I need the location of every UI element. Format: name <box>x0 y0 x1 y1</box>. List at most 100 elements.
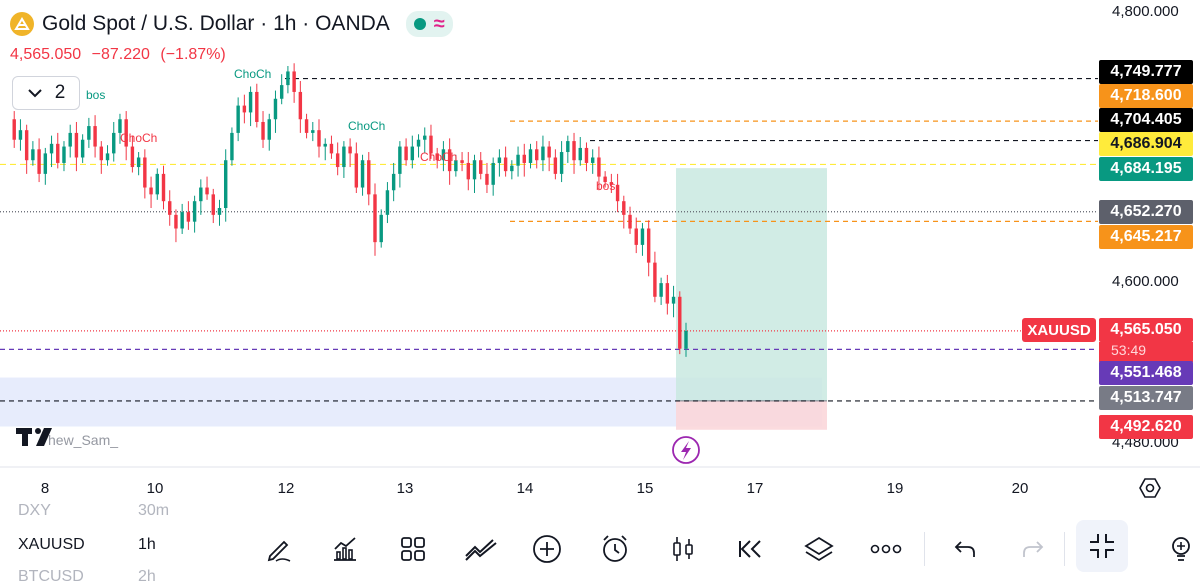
compare-icon <box>465 539 497 561</box>
price-change-pct: (−1.87%) <box>160 46 226 63</box>
alert-clock-icon <box>603 535 627 562</box>
candle-body <box>68 132 72 147</box>
candle-body <box>653 262 657 297</box>
candle-body <box>578 147 582 161</box>
layouts-button[interactable] <box>390 526 436 572</box>
candle-body <box>684 330 688 349</box>
market-status-pill[interactable]: ≈ <box>405 11 453 37</box>
redo-button[interactable] <box>1010 526 1056 572</box>
bar-countdown: 53:49 <box>1099 342 1193 362</box>
candle-body <box>342 146 346 168</box>
watchlist-item-active[interactable]: XAUUSD 1h <box>18 536 156 554</box>
data-delay-icon: ≈ <box>433 13 445 35</box>
candle-body <box>155 173 159 195</box>
price-tag[interactable]: 4,492.620 <box>1099 415 1193 439</box>
candle-body <box>74 132 79 158</box>
candle-body <box>12 119 16 140</box>
candle-body <box>298 91 303 120</box>
candle-body <box>516 154 520 166</box>
fullscreen-exit-icon <box>1090 534 1114 558</box>
price-tag[interactable]: 4,645.217 <box>1099 225 1193 249</box>
chart-settings-icon[interactable] <box>1138 476 1162 500</box>
price-tag[interactable]: 4,704.405 <box>1099 108 1193 132</box>
candle-body <box>149 187 153 195</box>
chevron-down-icon <box>27 89 42 98</box>
add-button[interactable] <box>524 526 570 572</box>
candle-body <box>93 126 97 147</box>
candle-body <box>43 153 48 174</box>
undo-button[interactable] <box>942 526 988 572</box>
candle-body <box>622 201 626 215</box>
watchlist-item[interactable]: BTCUSD 2h <box>18 568 156 584</box>
position-stop-zone <box>676 400 827 430</box>
candle-body <box>590 157 595 163</box>
price-tag[interactable]: 4,513.747 <box>1099 386 1193 410</box>
candle-body <box>18 130 23 140</box>
exit-fullscreen-button[interactable] <box>1076 520 1128 572</box>
candle-body <box>447 149 452 172</box>
last-price-tag[interactable]: 4,565.050 <box>1099 318 1193 342</box>
candle-body <box>416 139 421 147</box>
lightning-shape <box>681 441 691 460</box>
time-axis-label: 19 <box>886 480 904 497</box>
chart-area[interactable]: bos ChoCh ChoCh ChoCh ChoCh bos Gold Spot / U… <box>0 0 1200 508</box>
candle-body <box>572 141 576 161</box>
candle-body <box>441 149 446 161</box>
candle-body <box>236 105 240 133</box>
candle-body <box>62 146 66 163</box>
publisher-watermark: hew_Sam_ <box>48 432 119 448</box>
more-button[interactable] <box>863 526 909 572</box>
candle-body <box>535 149 539 161</box>
watchlist-item[interactable]: DXY 30m <box>18 502 169 520</box>
candle-body <box>37 149 41 174</box>
compare-button[interactable] <box>458 526 504 572</box>
indicators-collapse-button[interactable]: 2 <box>12 76 80 110</box>
symbol-header[interactable]: Gold Spot / U.S. Dollar · 1h · OANDA ≈ <box>10 10 453 38</box>
ideas-button[interactable] <box>1158 526 1200 572</box>
choch-label: ChoCh <box>420 150 457 164</box>
candle-body <box>99 146 104 161</box>
price-tag[interactable]: 4,551.468 <box>1099 361 1193 385</box>
candle-body <box>584 147 589 163</box>
candle-body <box>211 194 215 215</box>
chart-type-button[interactable] <box>660 526 706 572</box>
price-chart[interactable]: bos ChoCh ChoCh ChoCh ChoCh bos <box>0 0 1200 508</box>
candle-body <box>553 157 558 174</box>
watchlist-interval: 1h <box>138 536 156 553</box>
indicators-icon <box>334 537 356 561</box>
candle-body <box>429 135 433 154</box>
candle-body <box>634 228 638 245</box>
candle-body <box>609 182 614 185</box>
price-tag[interactable]: 4,652.270 <box>1099 200 1193 224</box>
price-tag[interactable]: 4,718.600 <box>1099 84 1193 108</box>
tradingview-logo-icon <box>16 428 52 446</box>
alert-button[interactable] <box>592 526 638 572</box>
candle-body <box>665 283 670 304</box>
time-axis-label: 10 <box>146 480 164 497</box>
candle-body <box>304 119 309 133</box>
time-axis-label: 13 <box>396 480 414 497</box>
dividend-event-icon <box>672 436 700 464</box>
candle-body <box>566 141 570 153</box>
replay-button[interactable] <box>728 526 774 572</box>
add-icon <box>533 535 561 563</box>
bulb-icon <box>1172 537 1190 561</box>
candle-body <box>261 121 265 140</box>
drawing-tools-button[interactable] <box>256 526 302 572</box>
candle-body <box>329 143 334 154</box>
price-tag[interactable]: 4,684.195 <box>1099 157 1193 181</box>
indicators-button[interactable] <box>322 526 368 572</box>
symbol-title[interactable]: Gold Spot / U.S. Dollar · 1h · OANDA <box>42 12 390 35</box>
time-axis-label: 20 <box>1011 480 1029 497</box>
price-tag[interactable]: 4,686.904 <box>1099 132 1193 156</box>
price-tag[interactable]: 4,749.777 <box>1099 60 1193 84</box>
candle-body <box>217 208 222 215</box>
candle-body <box>186 212 191 222</box>
candle-body <box>279 85 284 99</box>
price-change: −87.220 <box>91 46 150 63</box>
candle-body <box>503 157 508 172</box>
pencil-icon <box>267 540 291 562</box>
candle-body <box>497 157 502 163</box>
object-tree-button[interactable] <box>796 526 842 572</box>
candle-body <box>472 160 477 180</box>
